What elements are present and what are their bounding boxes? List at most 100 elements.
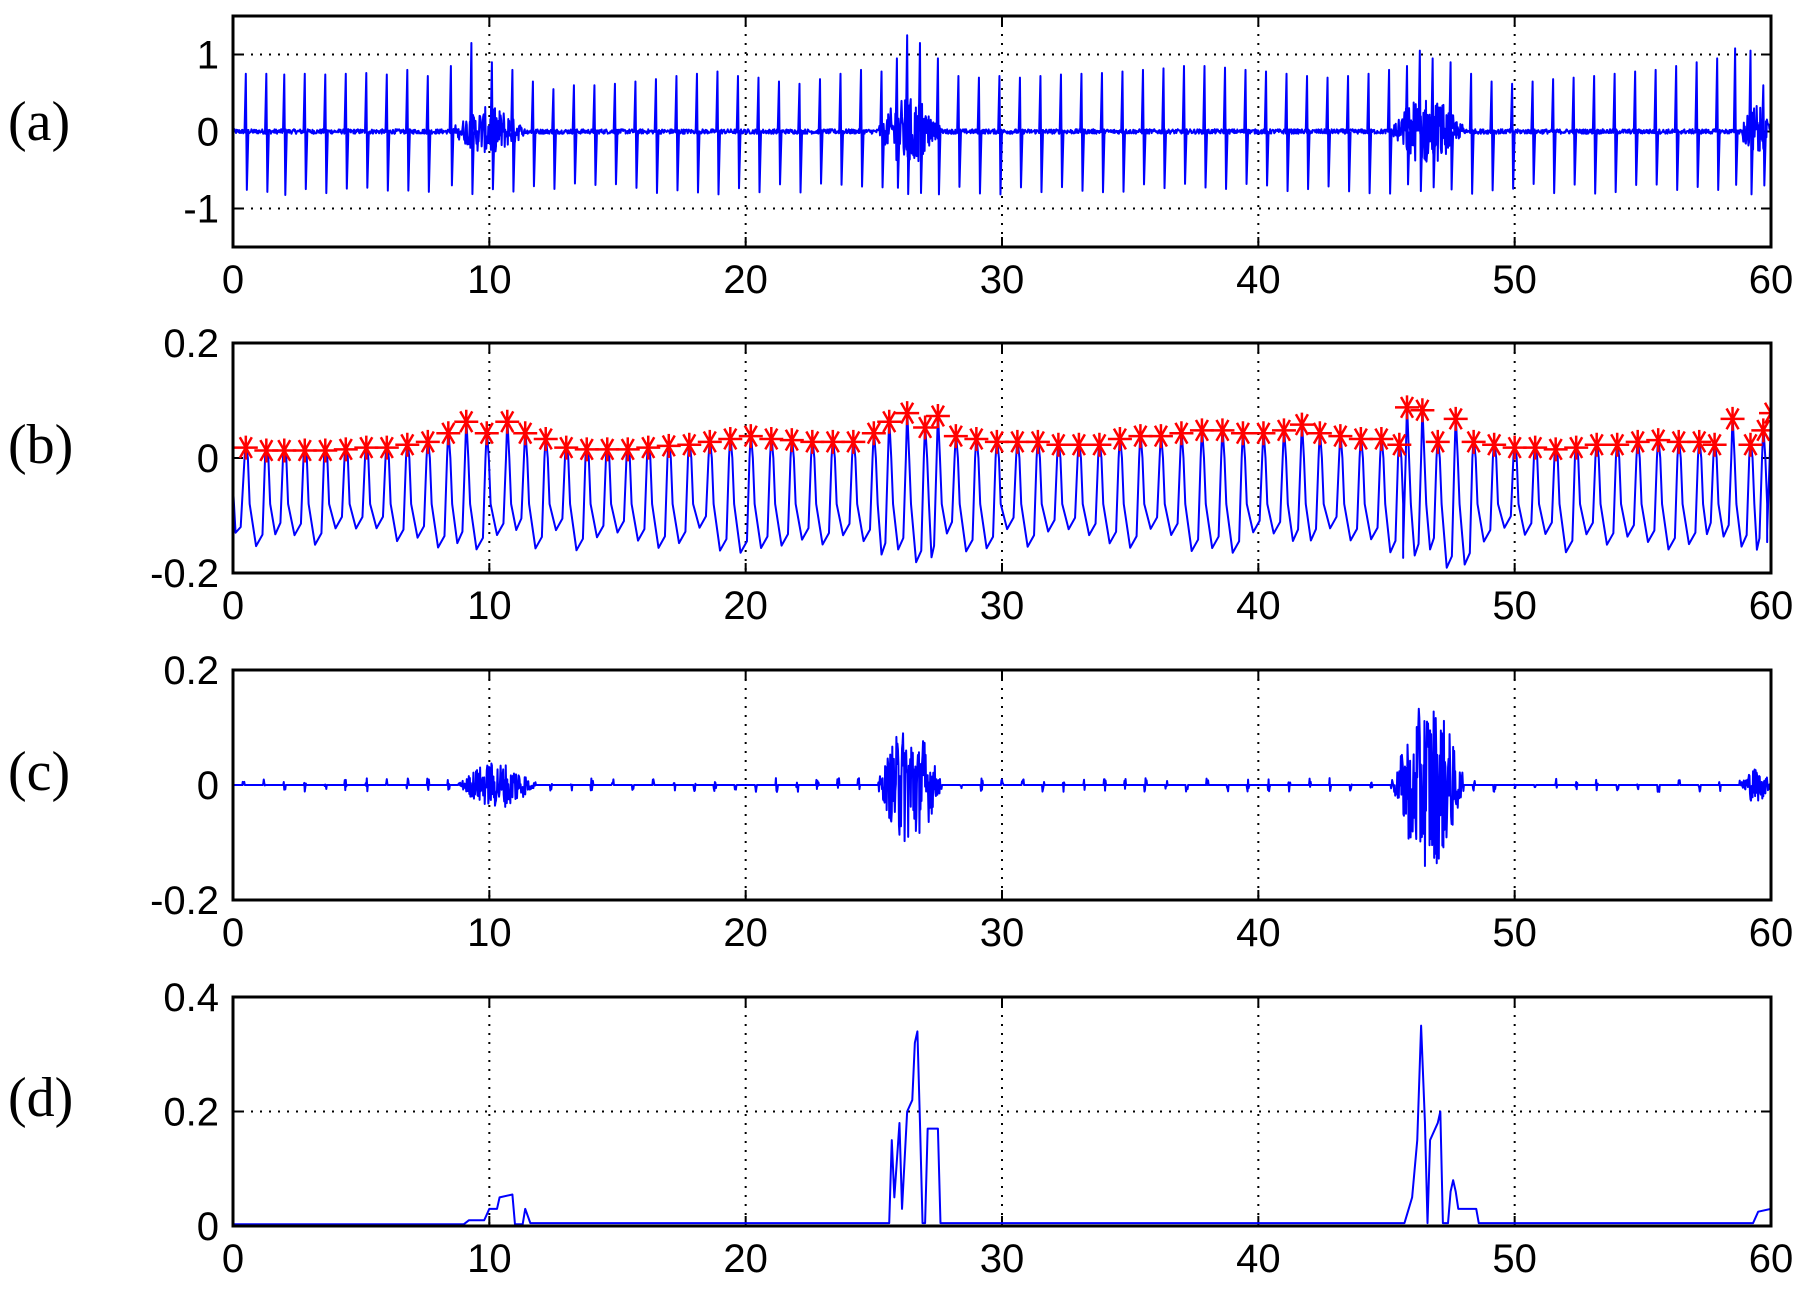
x-tick-label: 0 <box>222 584 244 628</box>
x-tick-label: 30 <box>980 1237 1025 1281</box>
signal-trace <box>233 402 1771 569</box>
qrs-spike <box>1571 76 1578 186</box>
peak-marker <box>1066 432 1091 457</box>
peak-marker <box>800 429 825 454</box>
qrs-spike <box>956 75 962 188</box>
qrs-spike <box>858 68 865 188</box>
qrs-spike <box>976 76 983 195</box>
peak-marker <box>943 424 968 449</box>
qrs-spike <box>1202 65 1209 189</box>
qrs-spike <box>1632 70 1639 186</box>
peak-marker <box>1230 421 1255 446</box>
peak-marker <box>1461 429 1486 454</box>
peak-marker <box>1087 432 1112 457</box>
qrs-spike <box>1714 57 1721 191</box>
x-tick-label: 10 <box>467 584 512 628</box>
qrs-spike <box>1243 68 1250 185</box>
qrs-spike <box>1404 65 1411 186</box>
panel-label: (c) <box>8 741 70 803</box>
peak-marker <box>1387 432 1412 457</box>
panel-c: (c)0 10 20 30 40 50 60-0.200.2 <box>8 649 1793 955</box>
qrs-spike <box>1748 49 1755 196</box>
peak-marker <box>738 424 763 449</box>
signal-trace <box>233 707 1771 868</box>
qrs-spike <box>1417 49 1424 193</box>
qrs-spike <box>1509 82 1516 190</box>
x-tick-label: 10 <box>467 911 512 955</box>
qrs-spike <box>797 82 804 194</box>
peak-marker <box>313 438 338 463</box>
plot-area <box>233 395 1771 569</box>
x-tick-label: 20 <box>723 911 768 955</box>
qrs-spike <box>592 84 598 186</box>
x-tick-label: 50 <box>1492 911 1537 955</box>
x-tick-label: 30 <box>980 911 1025 955</box>
peak-marker <box>233 435 258 460</box>
peak-marker <box>1307 421 1332 446</box>
x-tick-label: 10 <box>467 1237 512 1281</box>
qrs-spike <box>1304 75 1311 191</box>
qrs-spike <box>1161 67 1168 190</box>
qrs-spike <box>694 72 701 194</box>
peak-marker <box>1271 418 1296 443</box>
qrs-spike <box>1694 61 1701 189</box>
panel-label: (a) <box>8 91 70 153</box>
peak-marker <box>913 415 938 440</box>
peak-marker <box>1564 435 1589 460</box>
qrs-spike <box>1263 70 1270 187</box>
peak-marker <box>474 421 499 446</box>
peak-marker <box>861 421 886 446</box>
qrs-spike <box>322 73 329 195</box>
qrs-spike <box>530 80 537 188</box>
x-tick-label: 60 <box>1749 258 1794 302</box>
peak-marker <box>333 437 358 462</box>
peak-marker <box>1523 435 1548 460</box>
plot-area <box>233 1024 1771 1226</box>
x-tick-label: 30 <box>980 584 1025 628</box>
y-tick-label: 0.2 <box>163 1091 219 1135</box>
qrs-spike <box>715 70 722 196</box>
peak-marker <box>1702 432 1727 457</box>
qrs-spike <box>264 72 270 193</box>
panel-label: (d) <box>8 1067 73 1129</box>
peak-marker <box>964 427 989 451</box>
peak-marker <box>1482 432 1507 457</box>
qrs-spike <box>653 78 660 195</box>
x-tick-label: 50 <box>1492 584 1537 628</box>
y-tick-label: 0.2 <box>163 322 219 366</box>
peak-marker <box>1410 398 1435 423</box>
qrs-spike <box>756 76 763 194</box>
qrs-spike <box>1222 66 1229 190</box>
signal-trace <box>233 1024 1771 1226</box>
peak-marker <box>1328 424 1353 449</box>
qrs-spike <box>1468 72 1475 195</box>
qrs-spike <box>469 41 475 196</box>
x-tick-label: 10 <box>467 258 512 302</box>
qrs-spike <box>1386 68 1393 195</box>
qrs-spike <box>1181 65 1188 185</box>
y-tick-label: -0.2 <box>150 552 219 596</box>
x-tick-label: 40 <box>1236 584 1281 628</box>
qrs-spike <box>894 57 901 189</box>
peak-marker <box>1738 432 1763 457</box>
y-tick-label: -1 <box>183 188 219 232</box>
peak-marker <box>1369 427 1394 451</box>
qrs-spike <box>1120 70 1127 193</box>
x-tick-label: 50 <box>1492 1237 1537 1281</box>
peak-marker <box>759 427 784 451</box>
qrs-spike <box>1732 47 1739 186</box>
peak-marker <box>1687 429 1712 454</box>
qrs-spike <box>384 73 391 192</box>
qrs-spike <box>510 68 516 193</box>
qrs-spike <box>1099 71 1106 194</box>
qrs-spike <box>571 84 578 185</box>
peak-marker <box>1395 395 1420 420</box>
peak-marker <box>925 404 950 428</box>
peak-marker <box>1605 432 1630 457</box>
y-tick-label: -0.2 <box>150 879 219 923</box>
peak-marker <box>779 428 804 453</box>
peak-marker <box>636 435 661 460</box>
peak-marker <box>415 429 440 454</box>
peak-marker <box>495 409 520 434</box>
qrs-spike <box>817 78 824 185</box>
